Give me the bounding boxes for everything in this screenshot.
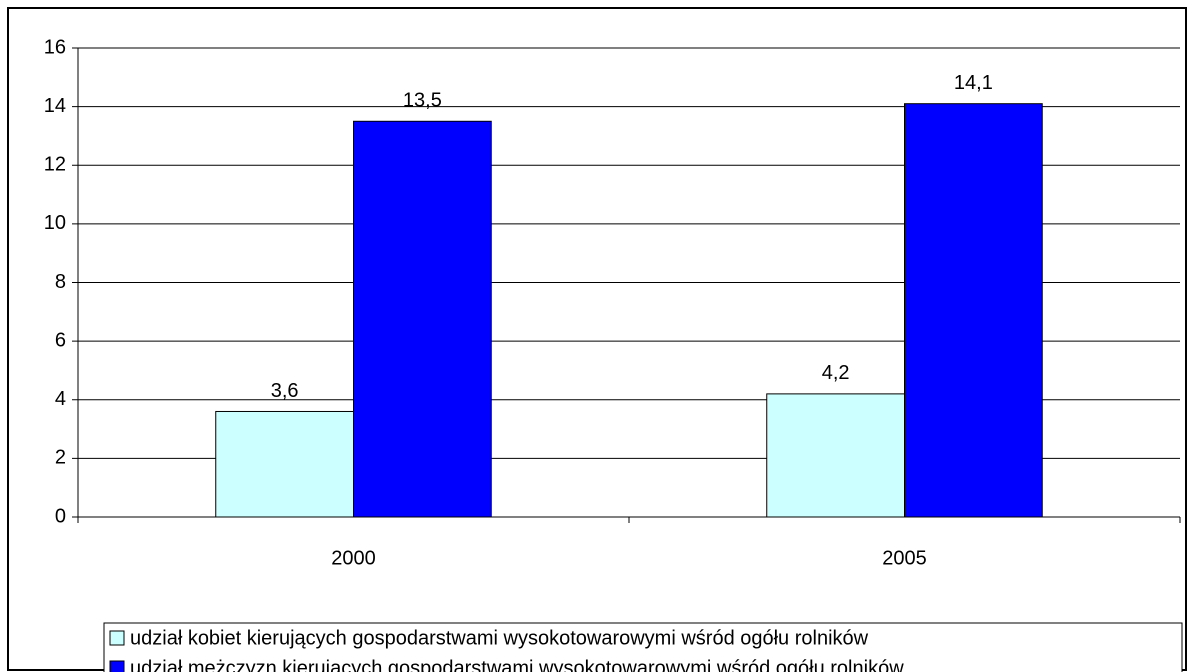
value-label: 3,6 <box>271 380 299 402</box>
legend-box <box>103 622 1183 672</box>
y-tick-label: 14 <box>44 95 66 117</box>
y-tick-label: 12 <box>44 154 66 176</box>
bar <box>904 103 1043 518</box>
y-tick-label: 0 <box>55 505 66 527</box>
legend-label: udział mężczyzn kierujących gospodarstwa… <box>130 657 904 672</box>
y-tick-label: 16 <box>44 36 66 58</box>
bar <box>766 393 905 518</box>
legend-swatch <box>109 660 125 672</box>
legend-swatch <box>109 630 125 646</box>
y-tick-label: 4 <box>55 388 66 410</box>
value-label: 13,5 <box>403 90 442 112</box>
y-tick-label: 6 <box>55 329 66 351</box>
x-tick-label: 2000 <box>331 547 376 569</box>
value-label: 4,2 <box>822 362 850 384</box>
legend-label: udział kobiet kierujących gospodarstwami… <box>130 627 869 649</box>
y-tick-label: 10 <box>44 212 66 234</box>
value-label: 14,1 <box>954 72 993 94</box>
x-tick-label: 2005 <box>882 547 927 569</box>
bar <box>353 120 492 518</box>
y-tick-label: 2 <box>55 447 66 469</box>
bar <box>215 410 354 518</box>
y-tick-label: 8 <box>55 271 66 293</box>
